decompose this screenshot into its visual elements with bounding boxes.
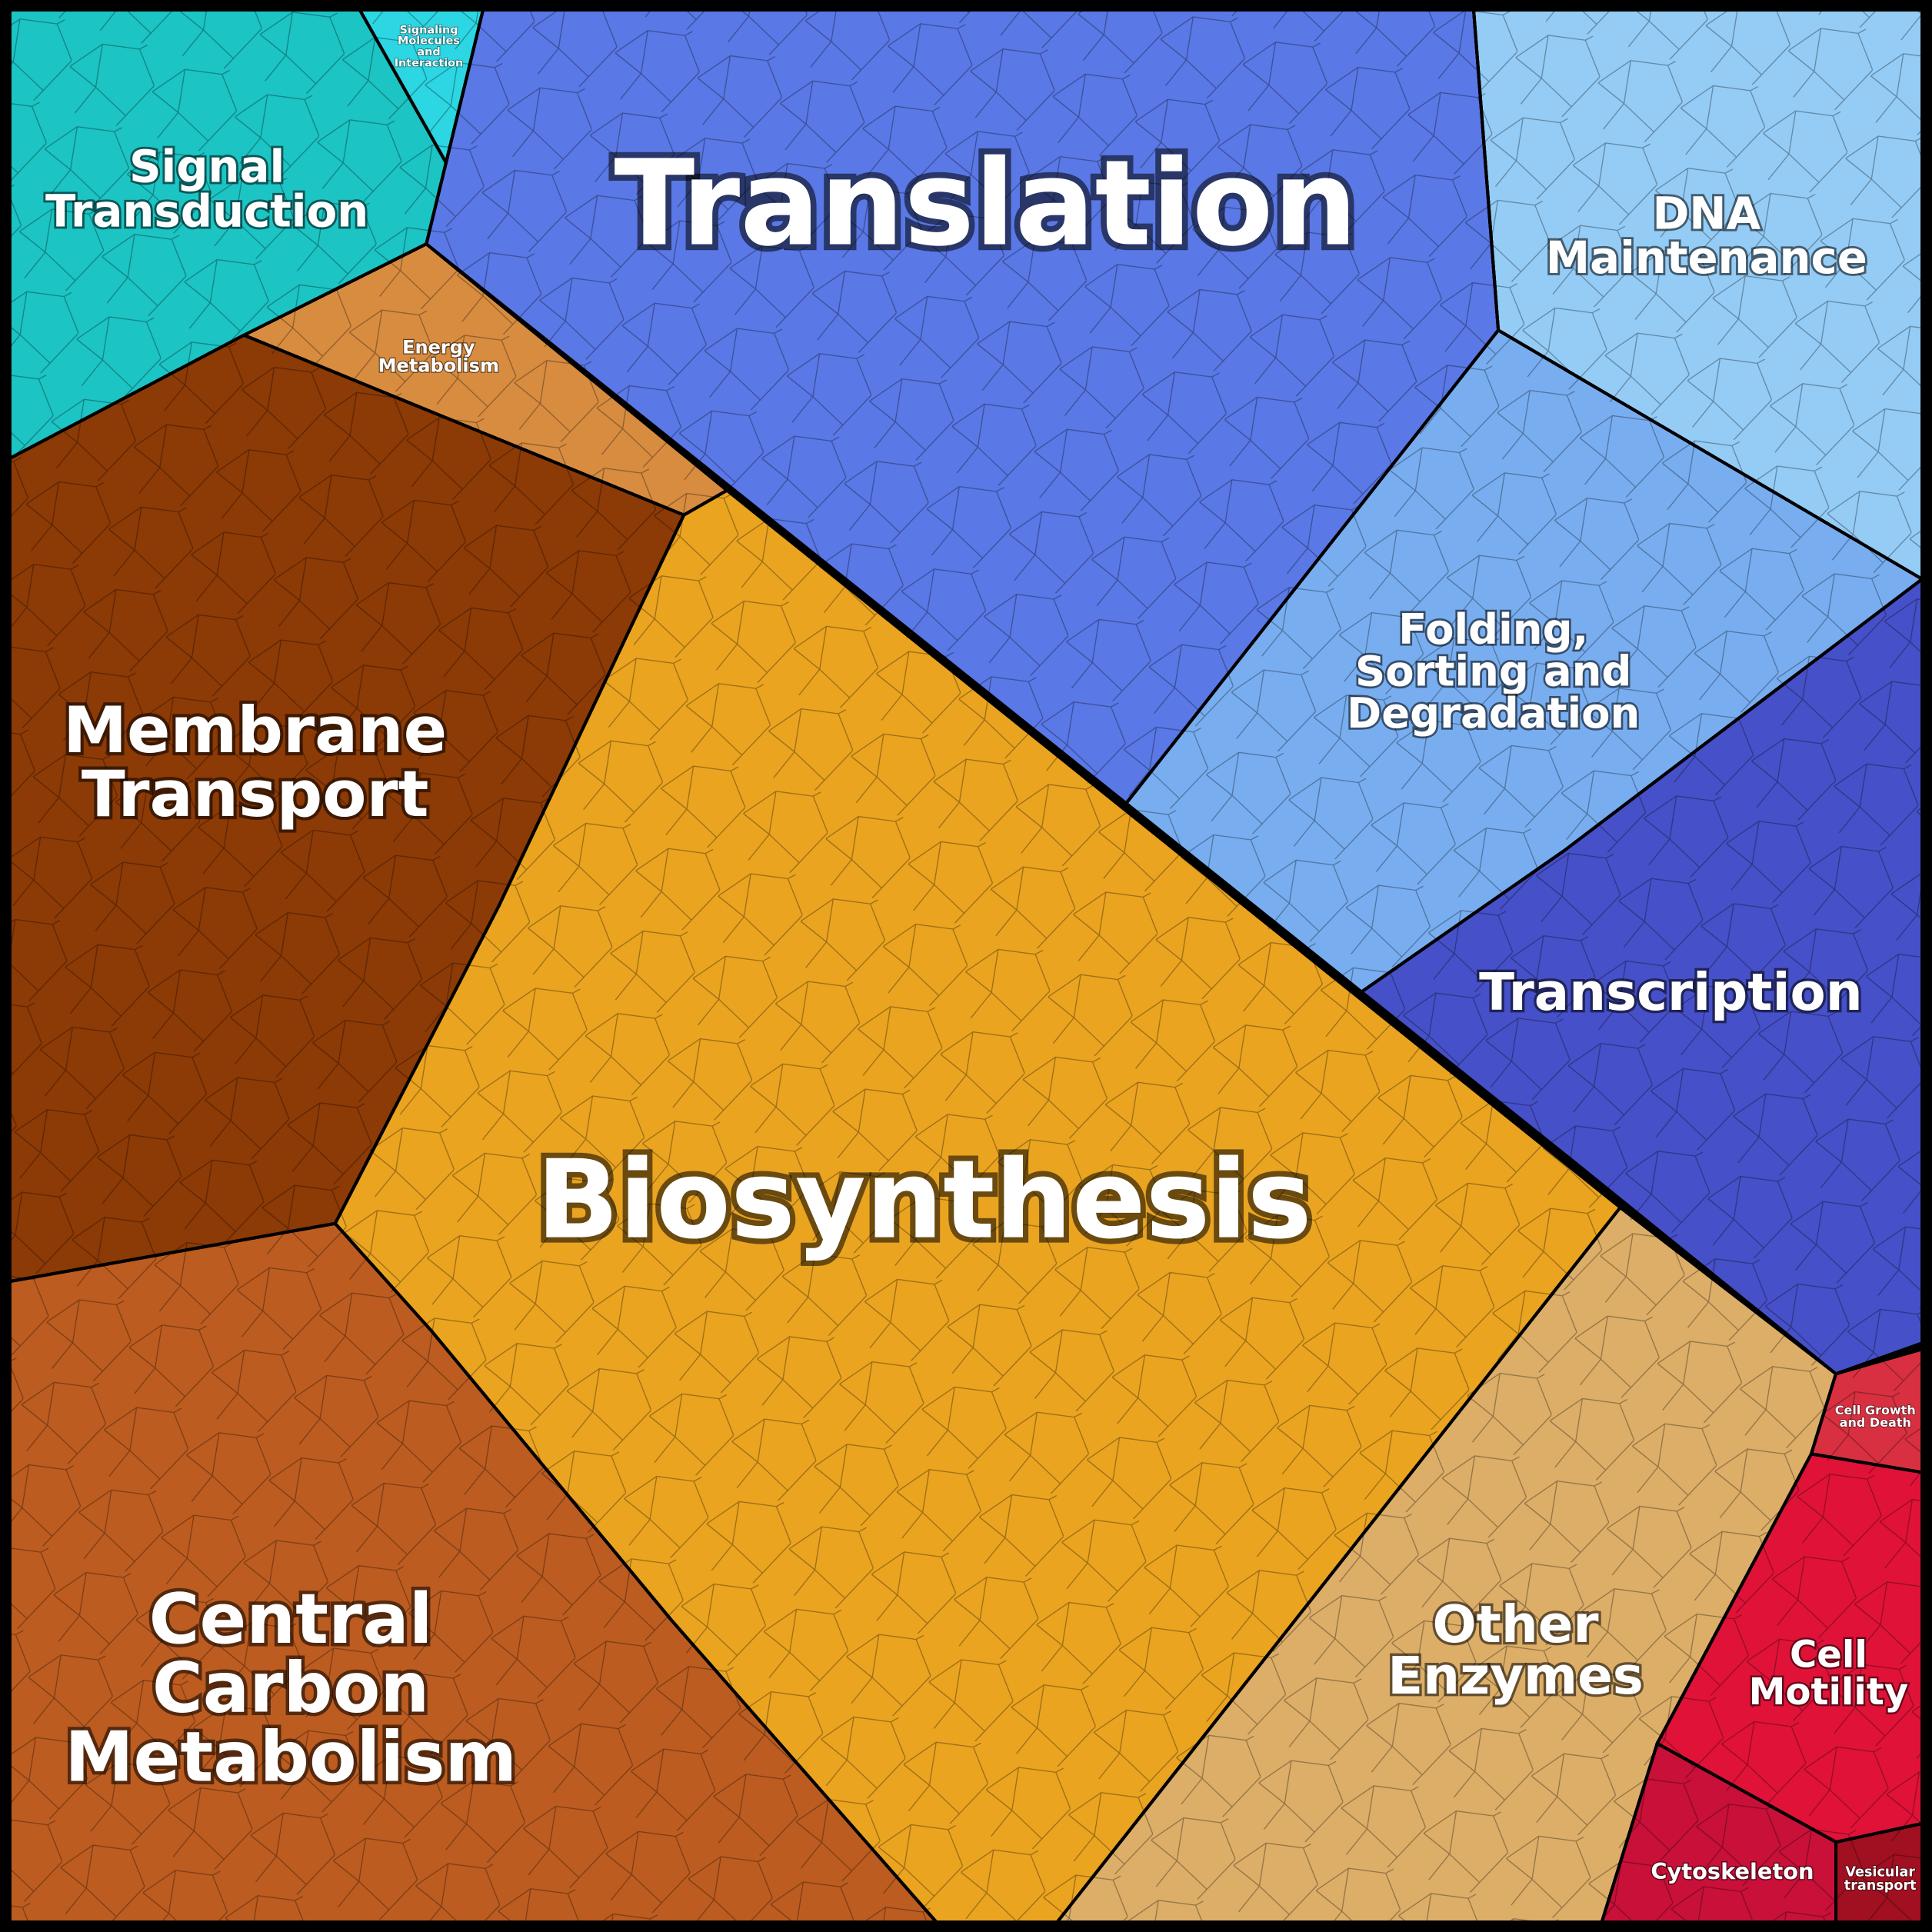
region-label: Translation: [614, 135, 1357, 273]
region-label: Transcription: [1479, 962, 1863, 1022]
labels: TranslationSignalTransductionSignalingMo…: [43, 23, 1917, 1894]
region-label: Cell: [1790, 1634, 1867, 1677]
region-label: Vesicular: [1845, 1864, 1915, 1880]
region-cells: [1657, 1454, 1923, 1843]
region-label: Biosynthesis: [536, 1138, 1311, 1264]
region-border: [8, 1221, 940, 1924]
region-label: Sorting and: [1355, 646, 1631, 695]
region-cells: [1361, 578, 1923, 1374]
region-cells: [1126, 330, 1923, 992]
region-label: Membrane: [63, 693, 447, 768]
region-label: Carbon: [152, 1649, 429, 1729]
region-cells: [426, 9, 1499, 804]
region-cells: [335, 490, 1621, 1923]
region-border: [357, 8, 485, 167]
region-cells: [1601, 1743, 1837, 1923]
region-cells: [1836, 1824, 1923, 1923]
region-label: Signaling: [399, 24, 458, 36]
region-label: Transport: [82, 757, 429, 831]
region-label: Transduction: [45, 185, 368, 237]
region-label: Interaction: [395, 58, 464, 70]
regions: [8, 8, 1925, 1924]
region-border: [1358, 575, 1924, 1376]
region-label: Motility: [1749, 1671, 1908, 1714]
region-label: DNA: [1652, 188, 1760, 240]
region-cells: [9, 9, 446, 458]
region-label: Molecules: [398, 35, 460, 48]
region-label: Cytoskeleton: [1651, 1858, 1814, 1884]
region-label: Degradation: [1347, 688, 1640, 738]
region-cells: [359, 9, 483, 163]
region-label: Cell Growth: [1835, 1403, 1916, 1417]
region-label: Other: [1432, 1594, 1598, 1654]
region-label: and Death: [1840, 1415, 1911, 1430]
region-cells: [244, 244, 728, 515]
region-label: Enzymes: [1387, 1646, 1644, 1706]
region-label: Metabolism: [378, 355, 499, 377]
region-label: Metabolism: [65, 1717, 517, 1797]
region-cells: [1057, 1208, 1837, 1923]
region-label: Folding,: [1398, 605, 1588, 654]
region-cells: [1474, 9, 1923, 579]
region-label: and: [417, 46, 440, 58]
region-label: Maintenance: [1546, 232, 1867, 284]
region-border: [1834, 1821, 1924, 1924]
region-label: transport: [1844, 1878, 1917, 1894]
region-label: Signal: [129, 141, 285, 193]
region-cells: [9, 1223, 937, 1923]
region-cells: [1811, 1349, 1923, 1473]
region-cells: [9, 335, 685, 1282]
region-label: Central: [149, 1580, 433, 1660]
region-label: Energy: [402, 337, 475, 358]
